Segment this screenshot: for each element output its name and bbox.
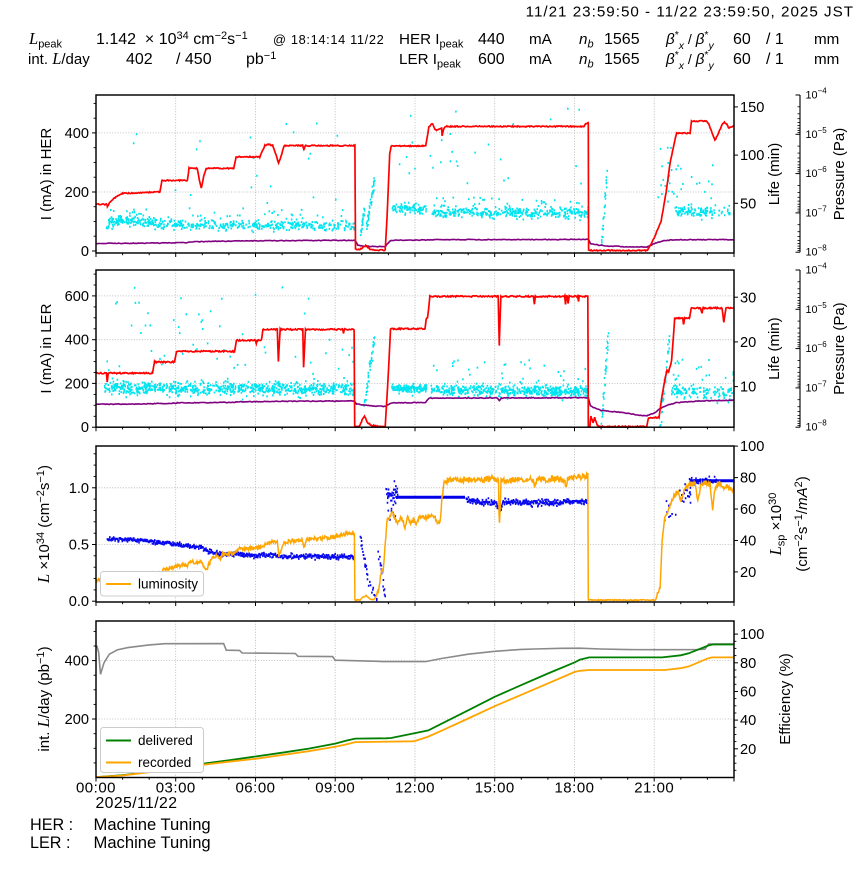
svg-text:200: 200 (65, 712, 89, 728)
svg-text:mm: mm (814, 51, 839, 68)
svg-text:I (mA) in HER: I (mA) in HER (38, 128, 55, 221)
svg-text:100: 100 (740, 148, 764, 164)
svg-text:40: 40 (740, 713, 756, 729)
svg-text:20: 20 (740, 742, 756, 758)
svg-text:Life (min): Life (min) (766, 143, 783, 206)
svg-text:150: 150 (740, 100, 764, 116)
svg-text:100: 100 (740, 439, 764, 455)
svg-text:Life (min): Life (min) (766, 317, 783, 380)
svg-text:0.0: 0.0 (69, 594, 89, 610)
svg-text:10: 10 (740, 380, 756, 396)
svg-text:50: 50 (740, 196, 756, 212)
svg-text:/ 450: / 450 (176, 51, 212, 68)
svg-text:60: 60 (740, 502, 756, 518)
svg-text:/ 1: / 1 (766, 31, 784, 48)
svg-text:I (mA) in LER: I (mA) in LER (38, 303, 55, 393)
svg-text:mA: mA (529, 51, 553, 68)
svg-text:β*x / β*y: β*x / β*y (665, 29, 714, 52)
svg-text:@ 18:14:14 11/22: @ 18:14:14 11/22 (273, 32, 384, 47)
svg-text:200: 200 (65, 185, 89, 201)
svg-text:recorded: recorded (138, 755, 191, 770)
svg-text:400: 400 (65, 654, 89, 670)
svg-text:0: 0 (81, 244, 89, 260)
svg-text:Machine Tuning: Machine Tuning (94, 833, 211, 852)
svg-text:L ×1034 (cm−2 s−1 ): L ×1034 (cm−2 s−1 ) (34, 465, 53, 584)
svg-text:80: 80 (740, 656, 756, 672)
svg-text:(cm−2 s−1 /mA2 ): (cm−2 s−1 /mA2 ) (793, 476, 811, 571)
svg-text:03:00: 03:00 (156, 780, 196, 797)
svg-text:06:00: 06:00 (235, 780, 275, 797)
svg-text:1565: 1565 (604, 51, 640, 68)
svg-text:100: 100 (740, 627, 764, 643)
svg-text:30: 30 (740, 290, 756, 306)
svg-text:21:00: 21:00 (634, 780, 674, 797)
svg-text:400: 400 (65, 333, 89, 349)
svg-text:80: 80 (740, 471, 756, 487)
svg-text:0: 0 (81, 420, 89, 436)
svg-text:402: 402 (126, 51, 153, 68)
svg-text:12:00: 12:00 (395, 780, 435, 797)
svg-text:Efficiency (%): Efficiency (%) (777, 653, 794, 744)
svg-text:40: 40 (740, 534, 756, 550)
svg-text:mA: mA (529, 31, 553, 48)
svg-text:600: 600 (65, 289, 89, 305)
svg-text:60: 60 (733, 31, 751, 48)
svg-text:60: 60 (733, 51, 751, 68)
svg-text:β*x / β*y: β*x / β*y (665, 49, 714, 72)
svg-text:400: 400 (65, 126, 89, 142)
svg-text:18:00: 18:00 (554, 780, 594, 797)
svg-text:Pressure (Pa): Pressure (Pa) (831, 302, 848, 395)
svg-text:20: 20 (740, 565, 756, 581)
svg-text:mm: mm (814, 31, 839, 48)
svg-text:1565: 1565 (604, 31, 640, 48)
svg-text:luminosity: luminosity (138, 577, 198, 592)
svg-text:440: 440 (478, 31, 505, 48)
svg-text:600: 600 (478, 51, 505, 68)
svg-text:1.142 × 1034 cm−2 s−1: 1.142 × 1034 cm−2 s−1 (96, 30, 248, 48)
svg-text:1.0: 1.0 (69, 481, 89, 497)
svg-text:09:00: 09:00 (315, 780, 355, 797)
svg-text:delivered: delivered (138, 733, 193, 748)
svg-text:2025/11/22: 2025/11/22 (96, 795, 178, 812)
svg-text:11/21 23:59:50 - 11/22 23:59:5: 11/21 23:59:50 - 11/22 23:59:50, 2025 JS… (526, 4, 854, 21)
svg-text:15:00: 15:00 (475, 780, 515, 797)
svg-text:0.5: 0.5 (69, 538, 89, 554)
svg-text:200: 200 (65, 376, 89, 392)
svg-text:Pressure (Pa): Pressure (Pa) (831, 128, 848, 221)
svg-text:int. L/day: int. L/day (28, 49, 90, 68)
svg-text:HER :: HER : (30, 816, 73, 834)
svg-text:/ 1: / 1 (766, 51, 784, 68)
svg-text:Lpeak: Lpeak (28, 29, 63, 51)
svg-text:00:00: 00:00 (76, 780, 116, 797)
svg-text:60: 60 (740, 684, 756, 700)
svg-text:int. L/day (pb−1 ): int. L/day (pb−1 ) (34, 646, 53, 751)
svg-text:20: 20 (740, 335, 756, 351)
svg-text:Machine Tuning: Machine Tuning (94, 815, 211, 834)
svg-text:Lsp ×1030: Lsp ×1030 (766, 493, 788, 557)
svg-text:LER :: LER : (30, 834, 71, 852)
